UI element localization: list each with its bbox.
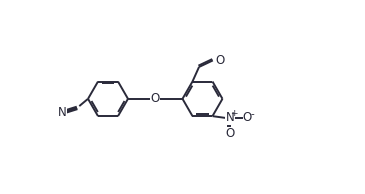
Text: O: O [151,92,160,105]
Text: N: N [58,106,67,119]
Text: O: O [243,111,252,124]
Text: O: O [215,54,224,67]
Text: +: + [230,109,237,118]
Text: O: O [225,127,235,140]
Text: N: N [226,111,234,124]
Text: -: - [250,109,254,119]
